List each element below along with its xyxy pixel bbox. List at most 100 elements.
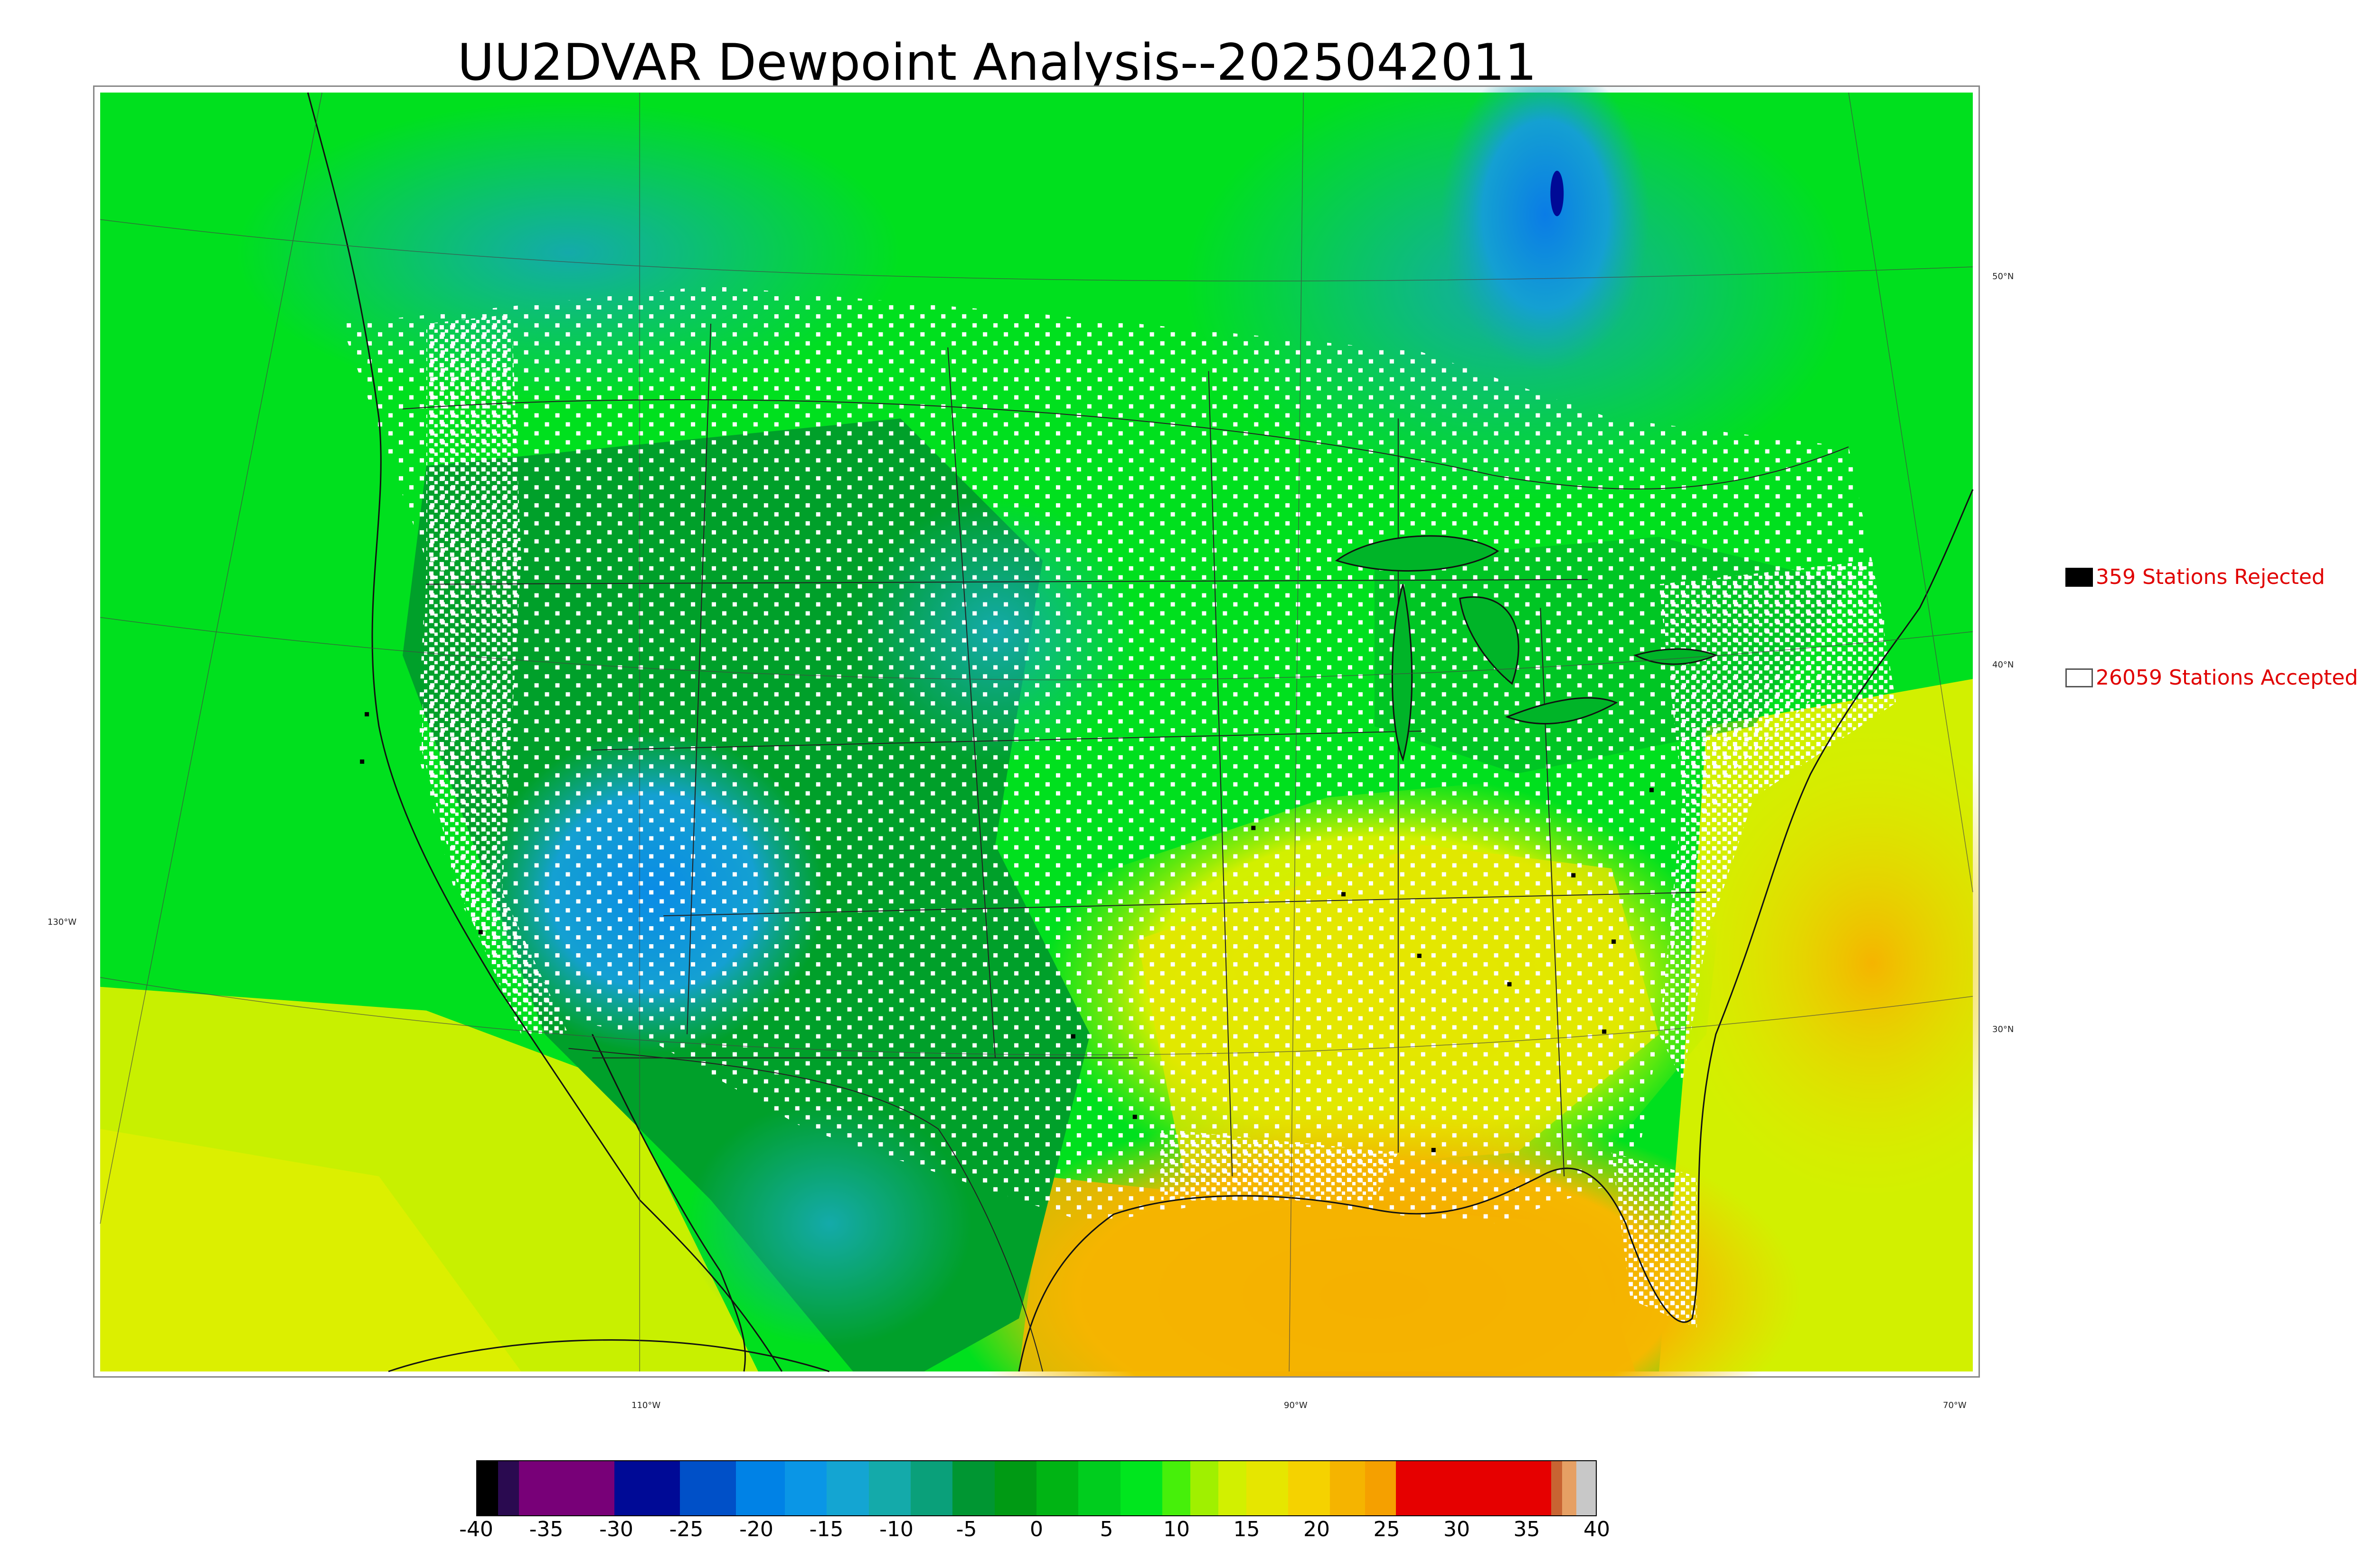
dewpoint-map bbox=[93, 85, 1980, 1378]
great-lakes bbox=[1335, 535, 1718, 762]
map-title: UU2DVAR Dewpoint Analysis--2025042011 bbox=[457, 33, 1537, 92]
rejected-station bbox=[1341, 892, 1346, 897]
colorbar-segment bbox=[1365, 1461, 1396, 1515]
legend-accepted: 26059 Stations Accepted bbox=[2065, 666, 2358, 690]
station-dots-florida bbox=[1611, 1153, 1697, 1328]
colorbar-segment bbox=[784, 1461, 827, 1515]
station-dots-eastcoast bbox=[1659, 560, 1896, 1082]
colorbar-tick-label: 5 bbox=[1100, 1517, 1113, 1541]
lake-huron bbox=[1459, 596, 1519, 685]
colorbar-segment bbox=[1218, 1461, 1246, 1515]
colorbar-tick-label: -35 bbox=[529, 1517, 564, 1541]
border-line bbox=[947, 347, 996, 1058]
colorbar-segment bbox=[1395, 1461, 1551, 1515]
rejected-station bbox=[1251, 826, 1256, 830]
rejected-station bbox=[478, 930, 483, 935]
longitude-line-130 bbox=[100, 92, 323, 1224]
rejected-station bbox=[1132, 1115, 1137, 1119]
rejected-station bbox=[1571, 873, 1576, 878]
lon-label-70: 70°W bbox=[1943, 1400, 1967, 1410]
rejected-station bbox=[1507, 982, 1512, 986]
colorbar-segment bbox=[910, 1461, 953, 1515]
gulf-atlantic-coastline bbox=[1018, 489, 1974, 1372]
lake-michigan bbox=[1391, 584, 1413, 762]
lon-label-130: 130°W bbox=[47, 917, 77, 927]
rejected-station bbox=[360, 759, 365, 764]
colorbar-segment bbox=[1120, 1461, 1162, 1515]
mexico-dry-zone bbox=[687, 1100, 972, 1347]
legend-rejected: 359 Stations Rejected bbox=[2065, 565, 2325, 589]
baja-gulf-coastline bbox=[592, 1033, 746, 1372]
border-line bbox=[426, 579, 1588, 585]
rejected-station bbox=[1649, 788, 1654, 792]
rejected-station bbox=[1431, 1148, 1436, 1153]
colorbar-segment bbox=[477, 1461, 499, 1515]
colorbar-segment bbox=[952, 1461, 995, 1515]
border-line bbox=[1540, 608, 1565, 1176]
latitude-line-40 bbox=[100, 617, 1973, 680]
station-dots-westcoast bbox=[421, 314, 569, 1034]
colorbar-segment bbox=[1162, 1461, 1190, 1515]
mexico-south-coastline bbox=[388, 1339, 830, 1372]
rejected-station bbox=[365, 712, 369, 717]
longitude-line-90 bbox=[1289, 92, 1304, 1372]
colorbar-segment bbox=[1562, 1461, 1576, 1515]
border-line bbox=[592, 731, 1422, 751]
colorbar-segment bbox=[1078, 1461, 1121, 1515]
rejected-station bbox=[1602, 1029, 1607, 1034]
state-borders bbox=[402, 323, 1849, 1372]
lon-label-90: 90°W bbox=[1284, 1400, 1308, 1410]
coastlines bbox=[307, 92, 1974, 1372]
colorbar-segment bbox=[1246, 1461, 1288, 1515]
lake-erie bbox=[1505, 697, 1618, 724]
colorbar-tick-label: 25 bbox=[1373, 1517, 1400, 1541]
station-dots-conus bbox=[341, 286, 1887, 1224]
colorbar-tick-label: -30 bbox=[599, 1517, 633, 1541]
lon-label-110: 110°W bbox=[631, 1400, 661, 1410]
station-dots-gulfcoast bbox=[1161, 1129, 1398, 1200]
colorbar-segment bbox=[498, 1461, 519, 1515]
colorbar-segment bbox=[1190, 1461, 1218, 1515]
colorbar-segment bbox=[680, 1461, 736, 1515]
colorbar-tick-label: 40 bbox=[1583, 1517, 1610, 1541]
colorbar-segment bbox=[1576, 1461, 1596, 1515]
rejected-station-markers bbox=[360, 712, 1654, 1153]
gulf-orange-zone bbox=[1019, 1176, 1636, 1372]
pacific-south-zone bbox=[100, 1129, 521, 1372]
colorbar-tick-label: 15 bbox=[1233, 1517, 1260, 1541]
colorbar-tick-label: 35 bbox=[1513, 1517, 1540, 1541]
lake-dry-spot bbox=[1550, 170, 1564, 216]
border-line bbox=[1208, 371, 1233, 1176]
colorbar-tick-label: 10 bbox=[1163, 1517, 1190, 1541]
border-line bbox=[687, 323, 712, 1034]
lake-superior bbox=[1335, 535, 1499, 572]
us-mexico-border bbox=[568, 1048, 1043, 1372]
pacific-coastline bbox=[307, 92, 783, 1372]
colorbar bbox=[476, 1460, 1597, 1516]
rejected-station bbox=[1071, 1034, 1075, 1039]
graticule bbox=[100, 92, 1973, 1372]
map-canvas bbox=[100, 87, 1978, 1376]
legend-swatch-rejected bbox=[2065, 567, 2093, 587]
colorbar-segment bbox=[519, 1461, 614, 1515]
colorbar-tick-label: 30 bbox=[1443, 1517, 1470, 1541]
colorbar-segment bbox=[1330, 1461, 1365, 1515]
colorbar-segment bbox=[827, 1461, 869, 1515]
longitude-line-70 bbox=[1848, 92, 1973, 892]
colorbar-segment bbox=[994, 1461, 1036, 1515]
us-canada-border bbox=[402, 399, 1849, 489]
colorbar-segment bbox=[1551, 1461, 1563, 1515]
colorbar-tick-label: -5 bbox=[956, 1517, 977, 1541]
colorbar-segment bbox=[735, 1461, 785, 1515]
latitude-line-30 bbox=[100, 977, 1973, 1055]
lat-label-30: 30°N bbox=[1992, 1024, 2014, 1034]
colorbar-segment bbox=[1036, 1461, 1079, 1515]
rejected-station bbox=[1611, 939, 1616, 944]
colorbar-tick-label: -15 bbox=[809, 1517, 844, 1541]
lat-label-40: 40°N bbox=[1992, 660, 2014, 670]
colorbar-segment bbox=[614, 1461, 680, 1515]
legend-swatch-accepted bbox=[2065, 668, 2093, 687]
legend-label-accepted: 26059 Stations Accepted bbox=[2096, 666, 2358, 690]
colorbar-tick-label: -10 bbox=[879, 1517, 914, 1541]
atlantic-warm-zone bbox=[1673, 726, 1978, 1200]
